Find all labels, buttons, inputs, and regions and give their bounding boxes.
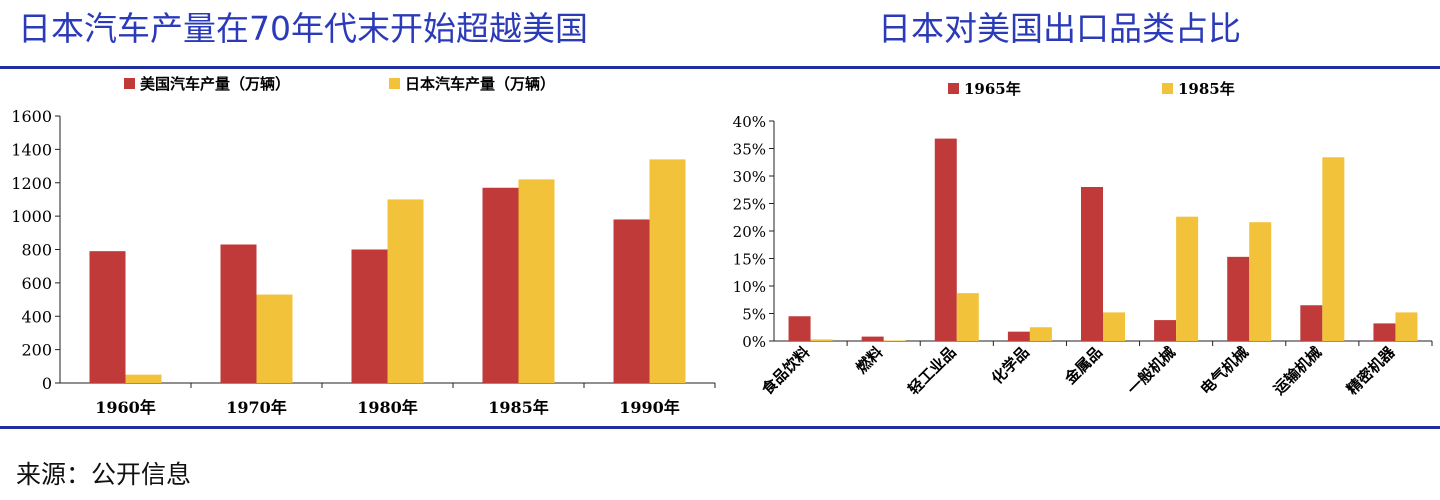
bar-b-8 [1395, 312, 1418, 341]
y-tick-label: 1200 [11, 174, 52, 193]
bar-b-4 [649, 159, 686, 383]
y-tick-label: 0% [742, 333, 766, 351]
right-chart-title: 日本对美国出口品类占比 [878, 9, 1241, 48]
bar-b-2 [956, 293, 979, 341]
bar-b-4 [1103, 312, 1125, 341]
bar-b-0 [125, 374, 162, 383]
bar-a-1 [220, 244, 257, 383]
bar-b-1 [883, 340, 906, 341]
bar-a-6 [1227, 256, 1250, 341]
bar-a-8 [1373, 323, 1396, 341]
y-tick-label: 40% [733, 113, 766, 131]
legend-label: 日本汽车产量（万辆） [405, 75, 555, 93]
bar-a-4 [1081, 187, 1103, 341]
category-label: 1990年 [619, 398, 680, 417]
y-tick-label: 35% [733, 141, 766, 159]
y-tick-label: 1000 [11, 207, 52, 226]
y-tick-label: 25% [733, 196, 766, 214]
top-divider [0, 66, 1440, 69]
source-note: 来源：公开信息 [16, 460, 192, 489]
bar-b-5 [1176, 216, 1199, 341]
bar-b-0 [810, 339, 833, 341]
category-label: 1980年 [357, 398, 418, 417]
bar-b-6 [1249, 222, 1272, 341]
legend-swatch-b [1162, 83, 1173, 94]
bar-b-2 [387, 199, 424, 383]
y-tick-label: 15% [733, 251, 766, 269]
category-label: 化学品 [988, 343, 1033, 388]
right-chart-panel: 0% 5% 10% 15% 20% 25% 30% 35% 40% 食品饮料 燃料 轻工业品 化学品 金属… [722, 70, 1440, 424]
bar-a-4 [613, 219, 650, 383]
bar-b-7 [1322, 157, 1345, 341]
bar-a-0 [89, 251, 126, 383]
legend-swatch-a [948, 83, 959, 94]
legend-swatch-a [124, 78, 135, 89]
category-label: 电气机械 [1197, 343, 1252, 398]
y-tick-label: 1400 [11, 140, 52, 159]
category-label: 轻工业品 [904, 343, 959, 398]
bar-a-3 [482, 187, 519, 383]
category-label: 1960年 [95, 398, 156, 417]
bar-a-2 [934, 138, 957, 341]
bar-a-1 [861, 336, 884, 341]
y-tick-label: 800 [21, 241, 52, 260]
bar-a-0 [788, 316, 811, 341]
bar-b-1 [256, 294, 293, 383]
legend-label: 1965年 [964, 80, 1021, 98]
car-production-chart: 0 200 400 600 800 1000 1200 1400 1600 1960年 1970年 1… [11, 75, 716, 417]
export-share-chart: 0% 5% 10% 15% 20% 25% 30% 35% 40% 食品饮料 燃料 轻工业品 化学品 金属… [733, 80, 1433, 398]
y-tick-label: 20% [733, 223, 766, 241]
y-tick-label: 200 [21, 341, 52, 360]
bar-b-3 [518, 179, 555, 383]
bar-b-3 [1029, 327, 1052, 341]
bar-a-7 [1300, 305, 1323, 341]
left-chart-panel: 0 200 400 600 800 1000 1200 1400 1600 1960年 1970年 1… [0, 70, 716, 424]
left-chart-title: 日本汽车产量在70年代末开始超越美国 [18, 9, 588, 48]
bar-a-5 [1154, 320, 1177, 341]
y-tick-label: 600 [21, 274, 52, 293]
y-tick-label: 0 [42, 374, 52, 393]
bar-a-2 [351, 249, 388, 383]
y-tick-label: 30% [733, 168, 766, 186]
category-label: 精密机器 [1343, 342, 1399, 398]
bar-a-3 [1007, 331, 1030, 341]
legend-label: 美国汽车产量（万辆） [140, 75, 290, 93]
bottom-divider [0, 426, 1440, 429]
category-label: 燃料 [853, 343, 887, 377]
category-label: 食品饮料 [758, 343, 813, 398]
y-tick-label: 400 [21, 307, 52, 326]
category-label: 1985年 [488, 398, 549, 417]
legend-label: 1985年 [1178, 80, 1235, 98]
category-label: 运输机械 [1270, 343, 1325, 398]
category-label: 金属品 [1061, 343, 1106, 388]
y-tick-label: 5% [742, 306, 766, 324]
y-tick-label: 10% [733, 278, 766, 296]
category-label: 1970年 [226, 398, 287, 417]
y-tick-label: 1600 [11, 107, 52, 126]
legend-swatch-b [389, 78, 400, 89]
category-label: 一般机械 [1124, 343, 1179, 398]
